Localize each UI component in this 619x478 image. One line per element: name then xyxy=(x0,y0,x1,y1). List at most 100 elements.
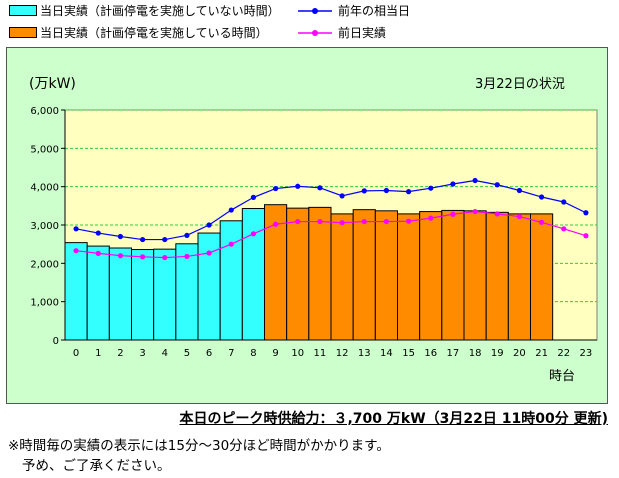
point-series-3-hour-18 xyxy=(472,208,478,215)
point-series-3-hour-14 xyxy=(383,218,390,225)
bar-hour-4-series-0 xyxy=(153,248,177,341)
legend-label-prev-year: 前年の相当日 xyxy=(338,4,411,18)
legend-label-blackout: 当日実績（計画停電を実施している時間） xyxy=(40,26,268,40)
x-tick-label: 9 xyxy=(272,348,278,359)
y-tick-label: 5,000 xyxy=(30,144,59,155)
point-series-2-hour-19 xyxy=(494,182,500,188)
point-series-3-hour-12 xyxy=(339,220,345,226)
series-line-2 xyxy=(75,179,587,241)
bar-hour-11-series-1 xyxy=(308,206,332,341)
bar-hour-18-series-1 xyxy=(463,210,487,341)
point-series-2-hour-22 xyxy=(561,199,567,205)
bar-hour-2-series-0 xyxy=(108,247,133,341)
x-tick-label: 23 xyxy=(580,348,593,359)
point-series-3-hour-10 xyxy=(295,218,301,225)
point-series-2-hour-9 xyxy=(272,185,279,192)
point-series-2-hour-4 xyxy=(162,236,168,243)
x-tick-label: 10 xyxy=(291,348,304,359)
point-series-3-hour-22 xyxy=(561,226,567,232)
point-series-2-hour-16 xyxy=(428,185,434,191)
point-series-3-hour-23 xyxy=(583,233,589,239)
x-tick-label: 11 xyxy=(314,348,327,359)
x-axis-label: 時台 xyxy=(549,369,575,384)
point-series-3-hour-15 xyxy=(405,218,412,224)
point-series-3-hour-13 xyxy=(361,218,367,225)
x-tick-label: 13 xyxy=(358,348,371,359)
point-series-3-hour-9 xyxy=(272,221,279,227)
x-tick-label: 12 xyxy=(336,348,349,359)
x-tick-label: 3 xyxy=(139,348,145,359)
point-series-3-hour-7 xyxy=(228,241,234,247)
point-series-2-hour-18 xyxy=(472,177,478,184)
point-series-2-hour-10 xyxy=(295,183,301,189)
peak-supply-text: 本日のピーク時供給力：３,700 万kW（3月22日 11時00分 更新) xyxy=(179,411,608,427)
point-series-2-hour-0 xyxy=(73,226,79,232)
x-tick-label: 6 xyxy=(206,348,212,359)
point-series-3-hour-2 xyxy=(117,253,124,259)
x-tick-label: 16 xyxy=(424,348,437,359)
point-series-2-hour-17 xyxy=(450,181,456,187)
point-series-3-hour-0 xyxy=(73,248,79,254)
point-series-3-hour-16 xyxy=(428,215,434,221)
x-tick-label: 19 xyxy=(491,348,504,359)
y-tick-label: 0 xyxy=(53,336,59,347)
bar-hour-0-series-0 xyxy=(64,242,88,341)
point-series-3-hour-20 xyxy=(516,213,523,220)
point-series-2-hour-8 xyxy=(250,194,257,200)
point-series-2-hour-15 xyxy=(405,189,412,195)
legend-line-prev-day xyxy=(298,30,332,36)
x-tick-label: 1 xyxy=(95,348,101,359)
bar-hour-6-series-0 xyxy=(197,232,221,341)
chart-legend: 当日実績（計画停電を実施していない時間） 当日実績（計画停電を実施している時間）… xyxy=(0,0,619,44)
point-series-2-hour-14 xyxy=(383,187,390,194)
point-series-3-hour-11 xyxy=(317,218,323,225)
point-series-2-hour-21 xyxy=(538,194,545,200)
y-tick-label: 2,000 xyxy=(30,259,59,270)
x-tick-label: 8 xyxy=(250,348,256,359)
legend-label-prev-day: 前日実績 xyxy=(338,26,387,40)
point-series-3-hour-6 xyxy=(206,250,212,256)
legend-swatch-no-blackout xyxy=(9,5,37,16)
point-series-2-hour-1 xyxy=(95,230,101,236)
point-series-2-hour-2 xyxy=(117,233,124,240)
point-series-2-hour-23 xyxy=(583,210,589,216)
point-series-2-hour-5 xyxy=(184,232,190,238)
x-tick-label: 14 xyxy=(380,348,393,359)
y-tick-label: 6,000 xyxy=(30,106,59,117)
y-tick-label: 4,000 xyxy=(30,183,59,194)
point-series-3-hour-8 xyxy=(250,231,257,237)
x-tick-label: 7 xyxy=(228,348,234,359)
point-series-2-hour-13 xyxy=(361,188,367,194)
point-series-3-hour-19 xyxy=(494,211,500,217)
legend-swatch-blackout xyxy=(9,27,37,38)
footnote: ※時間毎の実績の表示には15分～30分ほど時間がかかります。 予め、ご了承くださ… xyxy=(8,436,390,476)
point-series-2-hour-6 xyxy=(206,222,212,228)
point-series-2-hour-3 xyxy=(139,236,146,243)
point-series-2-hour-20 xyxy=(516,187,523,194)
point-series-2-hour-11 xyxy=(317,185,323,191)
unit-label: (万kW) xyxy=(29,76,76,92)
x-tick-label: 0 xyxy=(73,348,79,359)
legend-line-prev-year xyxy=(298,8,332,14)
point-series-2-hour-7 xyxy=(228,207,234,213)
bar-hour-13-series-1 xyxy=(352,209,376,341)
x-tick-label: 18 xyxy=(469,348,482,359)
bar-hour-20-series-1 xyxy=(507,213,532,341)
point-series-3-hour-4 xyxy=(162,254,168,261)
bar-hour-12-series-1 xyxy=(330,213,354,341)
x-tick-label: 17 xyxy=(447,348,460,359)
point-series-3-hour-3 xyxy=(139,254,146,260)
bar-hour-14-series-1 xyxy=(374,210,399,341)
bar-hour-1-series-0 xyxy=(86,245,110,341)
bar-hour-7-series-0 xyxy=(219,220,243,341)
bar-hour-21-series-1 xyxy=(530,213,554,341)
point-series-3-hour-17 xyxy=(450,211,456,217)
x-tick-label: 20 xyxy=(513,348,526,359)
chart-frame: 0 1,000 2,000 3,000 4,000 5,000 6,000 0 1 2 3 4 5 6 7 8… xyxy=(6,47,608,404)
bar-hour-3-series-0 xyxy=(131,249,155,341)
bar-hour-8-series-0 xyxy=(241,208,265,341)
point-series-3-hour-5 xyxy=(184,253,190,260)
bar-hour-10-series-1 xyxy=(286,207,310,341)
bar-hour-19-series-1 xyxy=(485,211,509,341)
